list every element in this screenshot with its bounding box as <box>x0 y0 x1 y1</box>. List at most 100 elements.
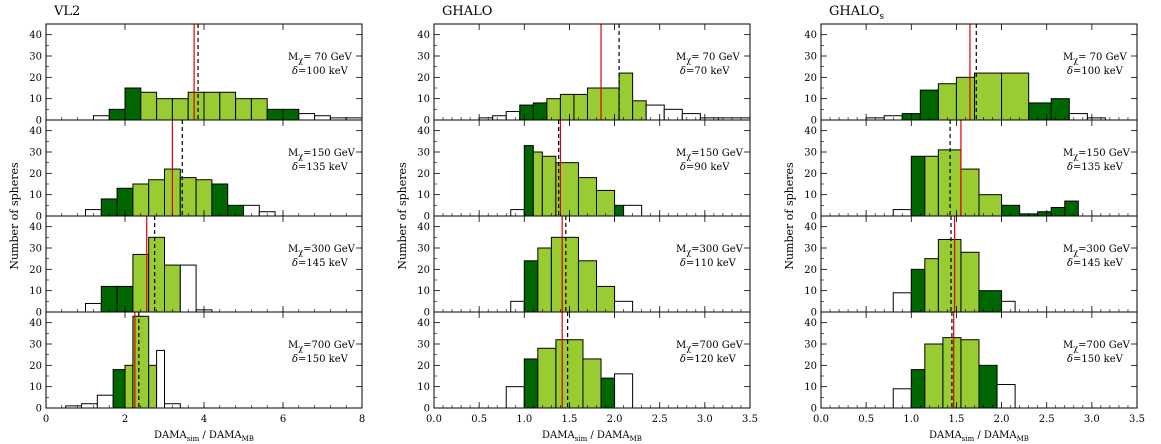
histogram-bar <box>978 364 998 409</box>
histogram-bar <box>600 87 620 121</box>
histogram-bar <box>124 87 142 121</box>
histogram-bar <box>171 98 189 121</box>
histogram-bar <box>546 98 561 121</box>
x-axis-label: DAMAsim / DAMAMB <box>929 430 1029 443</box>
y-tick-label: 40 <box>29 318 42 329</box>
x-tick-label: 3.0 <box>697 414 713 425</box>
histogram-bar <box>211 183 229 217</box>
histogram-bar <box>960 339 980 409</box>
y-tick-label: 10 <box>804 190 817 201</box>
y-tick-label: 10 <box>29 286 42 297</box>
histogram-bar <box>1001 300 1016 313</box>
histogram-bar <box>148 364 158 409</box>
y-tick-label: 20 <box>417 169 430 180</box>
y-tick-label: 20 <box>804 361 817 372</box>
histogram-bar <box>996 384 1016 409</box>
histogram-bar <box>203 91 221 121</box>
y-tick-label: 20 <box>804 265 817 276</box>
x-tick-label: 2.0 <box>607 414 623 425</box>
histogram-bar <box>519 104 534 121</box>
histogram-bar <box>614 373 634 409</box>
histogram-bar <box>505 110 521 121</box>
x-tick-label: 1.5 <box>948 414 964 425</box>
panel-frame <box>820 311 1138 409</box>
chart-column-2: GHALO Number of spheres 0 10 20 30 40 Mχ= 70 Ge… <box>396 4 758 443</box>
histogram-bar <box>1028 102 1052 121</box>
histogram-bar <box>266 108 284 121</box>
histogram-bar <box>219 91 237 121</box>
y-tick-label: 10 <box>804 286 817 297</box>
column-title: GHALO <box>442 4 492 19</box>
delta-annotation: δ=145 keV <box>1067 258 1124 269</box>
x-axis-label: DAMAsim / DAMAMB <box>154 430 254 443</box>
y-tick-label: 30 <box>804 340 817 351</box>
y-tick-label: 10 <box>804 94 817 105</box>
histogram-bar <box>555 339 584 409</box>
y-tick-label: 20 <box>29 361 42 372</box>
x-tick-label: 2 <box>122 414 128 425</box>
histogram-bar <box>973 72 1003 121</box>
y-tick-label: 30 <box>417 340 430 351</box>
y-tick-label: 20 <box>29 265 42 276</box>
histogram-bar <box>314 115 331 121</box>
x-tick-label: 0.0 <box>813 414 829 425</box>
histogram-bar <box>978 194 1003 217</box>
y-tick-label: 30 <box>417 148 430 159</box>
delta-annotation: δ=90 keV <box>680 162 730 173</box>
delta-annotation: δ=135 keV <box>1067 162 1124 173</box>
mass-annotation: Mχ=700 GeV <box>1063 340 1131 353</box>
histogram-bar <box>187 91 205 121</box>
y-tick-label: 0 <box>36 404 42 415</box>
histogram-bar <box>632 100 647 121</box>
histogram-bar <box>92 115 110 121</box>
delta-annotation: δ=100 keV <box>292 66 349 77</box>
histogram-bar <box>955 76 975 121</box>
delta-annotation: δ=100 keV <box>1067 66 1124 77</box>
y-tick-label: 20 <box>29 169 42 180</box>
mass-annotation: Mχ=150 GeV <box>288 148 356 161</box>
mass-annotation: Mχ=150 GeV <box>676 148 744 161</box>
histogram-bar <box>1068 113 1088 121</box>
y-tick-label: 30 <box>29 148 42 159</box>
x-tick-label: 0 <box>43 414 49 425</box>
y-tick-label: 0 <box>424 404 430 415</box>
y-tick-label: 30 <box>417 244 430 255</box>
histogram-bar <box>910 268 926 313</box>
histogram-bar <box>577 177 598 217</box>
histogram-bar <box>573 93 588 121</box>
y-tick-label: 40 <box>417 318 430 329</box>
y-tick-label: 0 <box>811 116 817 127</box>
histogram-bar <box>910 369 926 409</box>
histogram-bar <box>537 247 552 313</box>
histogram-bar <box>960 168 980 217</box>
histogram-bar <box>81 403 98 409</box>
histogram-bar <box>156 98 173 121</box>
y-tick-label: 0 <box>811 308 817 319</box>
y-tick-label: 20 <box>417 361 430 372</box>
histogram-bar <box>523 358 539 409</box>
delta-annotation: δ=70 keV <box>680 66 730 77</box>
histogram-bar <box>1001 72 1030 121</box>
histogram-bar <box>681 113 701 121</box>
y-tick-label: 40 <box>804 30 817 41</box>
y-tick-label: 40 <box>804 126 817 137</box>
histogram-bar <box>156 349 166 409</box>
histogram-bar <box>112 369 126 409</box>
mass-annotation: Mχ=300 GeV <box>1063 244 1131 257</box>
histogram-bar <box>96 394 114 409</box>
histogram-bar <box>510 209 525 217</box>
histogram-bar <box>924 155 939 217</box>
x-tick-label: 2.0 <box>994 414 1010 425</box>
histogram-bar <box>1037 211 1052 217</box>
x-tick-label: 3.0 <box>1084 414 1100 425</box>
delta-annotation: δ=145 keV <box>292 258 349 269</box>
x-tick-label: 0.0 <box>426 414 442 425</box>
histogram-bar <box>618 72 634 121</box>
y-tick-label: 0 <box>424 116 430 127</box>
histogram-bar <box>978 290 1003 313</box>
y-tick-label: 40 <box>417 222 430 233</box>
